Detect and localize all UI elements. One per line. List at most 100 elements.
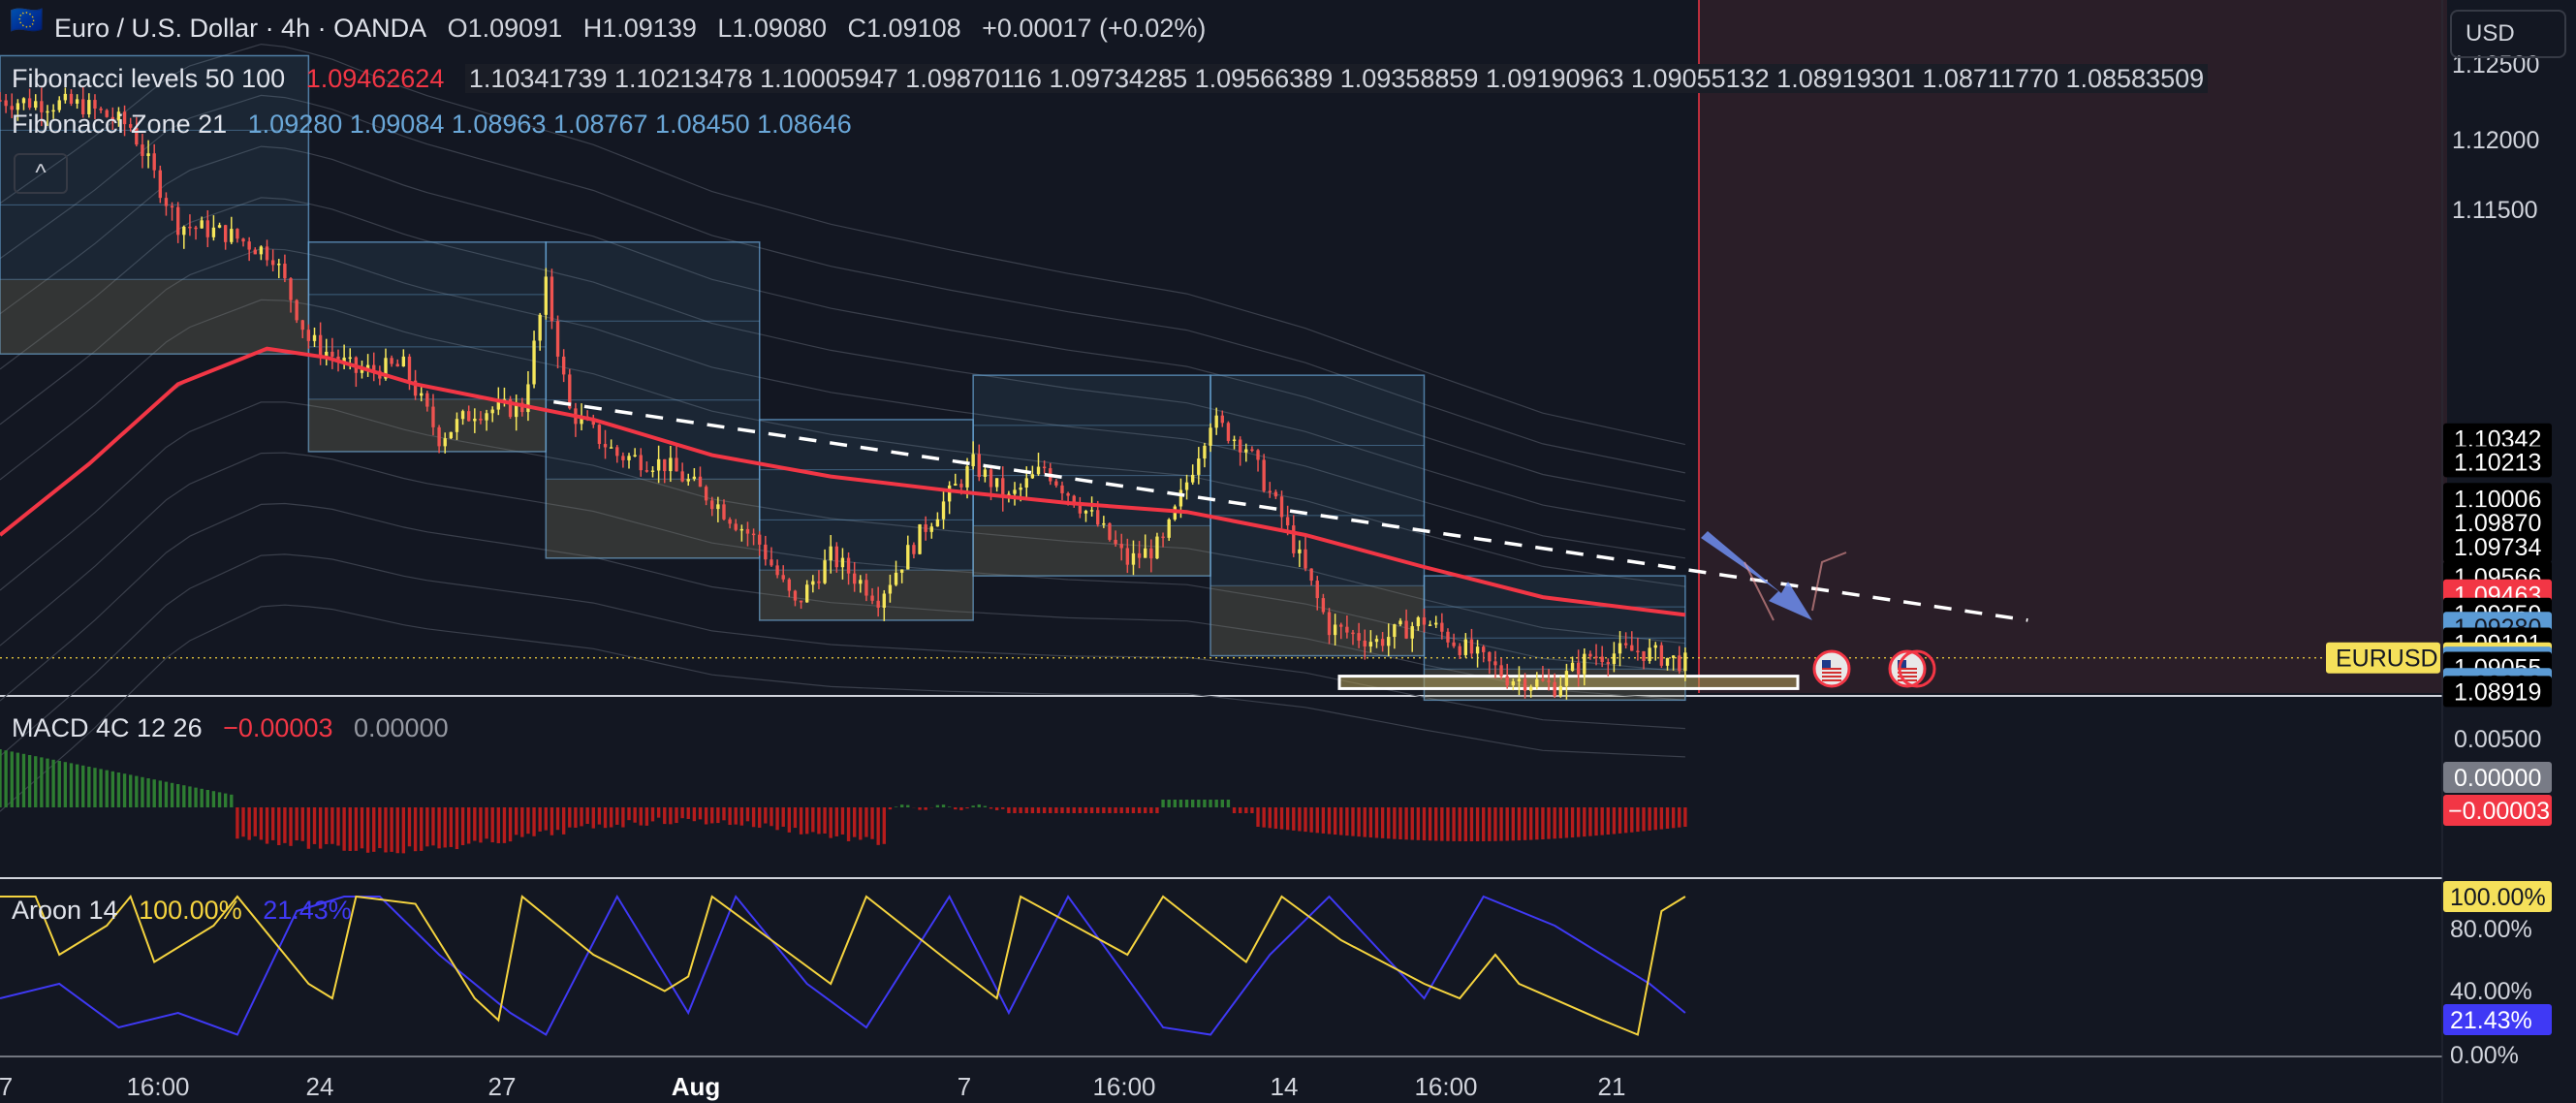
- macd-bar: [1428, 807, 1432, 841]
- symbol-tag: EURUSD: [2336, 646, 2438, 673]
- macd-bar: [300, 807, 304, 841]
- macd-bar: [1184, 800, 1189, 807]
- candle-body: [1339, 624, 1343, 627]
- time-axis-label: 16:00: [126, 1072, 189, 1101]
- macd-bar: [1060, 807, 1064, 813]
- candle-body: [330, 351, 334, 357]
- candle-body: [182, 226, 186, 236]
- macd-histogram: [0, 749, 1687, 854]
- candle-body: [1232, 439, 1237, 441]
- macd-bar: [395, 807, 399, 854]
- candle-body: [81, 99, 85, 114]
- macd-bar: [1155, 807, 1159, 813]
- candle-body: [1250, 449, 1254, 452]
- macd-bar: [692, 807, 697, 822]
- macd-bar: [609, 807, 613, 828]
- macd-bar: [1084, 807, 1088, 813]
- candle-body: [526, 384, 530, 413]
- candle-body: [621, 456, 625, 460]
- macd-bar: [1452, 807, 1456, 841]
- candle-body: [1594, 656, 1598, 658]
- candle-body: [1144, 548, 1147, 558]
- candle-body: [99, 108, 103, 110]
- fib-zone-box: [307, 241, 548, 453]
- candle-body: [846, 557, 851, 574]
- macd-bar: [348, 807, 352, 851]
- macd-bar: [496, 807, 500, 844]
- macd-bar: [158, 780, 162, 807]
- macd-bar: [1072, 807, 1076, 813]
- fib-levels-legend[interactable]: Fibonacci levels 50 100 1.09462624 1.103…: [12, 64, 2221, 94]
- aroon-legend[interactable]: Aroon 14 100.00% 21.43%: [12, 896, 365, 926]
- macd-bar: [110, 771, 115, 807]
- symbol-legend: Euro / U.S. Dollar · 4h · OANDA O1.09091…: [54, 14, 1219, 44]
- candle-body: [1351, 632, 1355, 635]
- price-label: 1.09734: [2454, 534, 2541, 561]
- candle-body: [1368, 642, 1373, 647]
- macd-bar: [87, 767, 91, 807]
- time-axis-label: 24: [306, 1072, 334, 1101]
- macd-bar: [947, 806, 952, 807]
- macd-bar: [1066, 807, 1070, 813]
- candle-body: [1220, 415, 1224, 424]
- macd-bar: [1642, 807, 1646, 832]
- candle-body: [455, 419, 459, 432]
- fib-curve: [0, 553, 1685, 757]
- candle-body: [947, 485, 952, 502]
- flag-stripe: [1898, 679, 1917, 681]
- candle-body: [1488, 651, 1492, 662]
- candle-body: [1131, 552, 1136, 565]
- candle-body: [1380, 639, 1385, 646]
- macd-bar: [1499, 807, 1503, 841]
- candle-body: [971, 454, 975, 467]
- macd-bar: [1446, 807, 1450, 841]
- macd-bar: [787, 807, 792, 833]
- price-tick-label: 1.12000: [2452, 127, 2539, 154]
- fib-zone-title: Fibonacci Zone 21: [12, 110, 228, 139]
- candle-body: [1648, 647, 1651, 661]
- candle-body: [876, 600, 880, 609]
- macd-bar: [467, 807, 471, 844]
- macd-bar: [318, 807, 323, 849]
- candle-body: [805, 584, 809, 603]
- macd-bar: [236, 807, 239, 839]
- currency-button[interactable]: USD: [2450, 10, 2566, 58]
- candle-body: [1096, 510, 1100, 525]
- collapse-legend-button[interactable]: ^: [14, 153, 68, 194]
- time-axis-label: 7: [958, 1072, 971, 1101]
- candle-body: [1547, 680, 1551, 682]
- candle-body: [811, 581, 815, 585]
- macd-bar: [1671, 807, 1676, 829]
- macd-axis-label: 0.00500: [2454, 726, 2541, 753]
- macd-bar: [1594, 807, 1598, 836]
- price-label: 1.10213: [2454, 449, 2541, 476]
- candle-body: [10, 106, 14, 110]
- candle-body: [1078, 505, 1083, 514]
- macd-bar: [745, 807, 750, 822]
- fib-zone-legend[interactable]: Fibonacci Zone 21 1.09280 1.09084 1.0896…: [12, 110, 865, 140]
- candle-body: [686, 479, 690, 482]
- candle-body: [1374, 639, 1379, 643]
- flag-stripe: [1898, 676, 1917, 678]
- candle-body: [152, 153, 156, 171]
- macd-bar: [888, 807, 893, 810]
- fib-zone-lower-band: [546, 479, 760, 558]
- macd-legend[interactable]: MACD 4C 12 26 −0.00003 0.00000: [12, 713, 462, 743]
- candle-body: [1570, 662, 1575, 672]
- macd-bar: [680, 807, 684, 819]
- candle-body: [1089, 510, 1094, 512]
- candle-body: [1072, 495, 1076, 506]
- candle-body: [656, 458, 661, 471]
- macd-bar: [378, 807, 382, 849]
- flag-stripe: [1822, 679, 1841, 681]
- macd-bar: [1238, 807, 1242, 813]
- macd-bar: [1125, 807, 1130, 813]
- candle-body: [692, 476, 697, 480]
- macd-bar: [1380, 807, 1385, 838]
- candle-body: [1523, 678, 1527, 691]
- macd-bar: [1583, 807, 1586, 837]
- macd-bar: [164, 781, 169, 807]
- candle-body: [639, 455, 643, 471]
- macd-bar: [1161, 800, 1165, 807]
